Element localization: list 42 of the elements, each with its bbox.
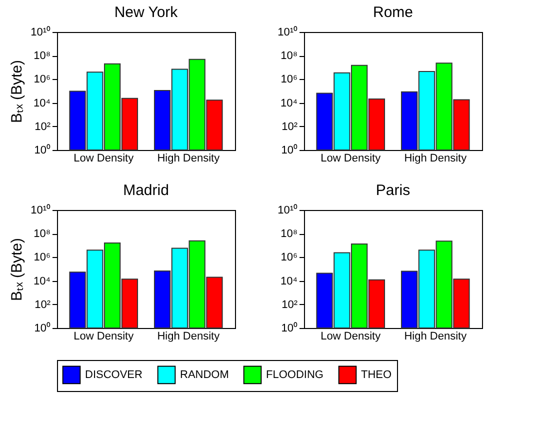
y-axis-title: Bₜₓ (Byte): [8, 60, 26, 124]
chart-title: Madrid: [123, 182, 169, 199]
x-tick-label: Low Density: [74, 152, 134, 164]
y-tick-label: 10⁰: [281, 144, 298, 156]
y-tick-label: 10²: [34, 298, 51, 311]
legend-label: THEO: [361, 368, 392, 381]
x-tick-label: Low Density: [320, 330, 382, 342]
y-tick-label: 10⁰: [281, 322, 298, 334]
legend-label: FLOODING: [266, 368, 324, 381]
y-tick-label: 10¹⁰: [278, 26, 298, 38]
y-tick-label: 10⁶: [280, 252, 298, 264]
chart-title: New York: [114, 4, 178, 21]
y-tick-label: 10⁸: [280, 50, 298, 62]
legend-label: RANDOM: [180, 368, 229, 381]
y-tick-label: 10⁰: [34, 322, 50, 334]
y-tick-label: 10⁶: [280, 74, 298, 86]
x-tick-label: Low Density: [74, 330, 134, 342]
y-tick-label: 10⁴: [34, 275, 51, 288]
x-tick-label: High Density: [157, 330, 220, 342]
y-tick-label: 10⁴: [34, 97, 51, 110]
x-tick-label: High Density: [404, 330, 468, 342]
y-tick-label: 10⁴: [280, 275, 298, 288]
y-tick-label: 10²: [282, 298, 298, 311]
y-tick-label: 10¹⁰: [30, 26, 50, 38]
x-tick-label: High Density: [404, 152, 468, 164]
y-tick-label: 10²: [34, 120, 51, 133]
y-tick-label: 10⁶: [34, 252, 50, 264]
chart-title: Rome: [372, 4, 414, 21]
y-tick-label: 10⁸: [34, 50, 50, 62]
legend-label: DISCOVER: [85, 368, 143, 381]
x-tick-label: Low Density: [320, 152, 382, 164]
chart-title: Paris: [376, 182, 410, 199]
y-tick-label: 10²: [282, 120, 298, 133]
y-tick-label: 10⁴: [280, 97, 298, 110]
y-tick-label: 10⁸: [280, 228, 298, 240]
x-tick-label: High Density: [157, 152, 220, 164]
y-tick-label: 10⁰: [34, 144, 50, 156]
y-tick-label: 10⁸: [34, 228, 50, 240]
y-tick-label: 10¹⁰: [278, 204, 298, 216]
y-tick-label: 10¹⁰: [30, 204, 50, 216]
y-axis-title: Bₜₓ (Byte): [8, 238, 26, 302]
y-tick-label: 10⁶: [34, 74, 50, 86]
